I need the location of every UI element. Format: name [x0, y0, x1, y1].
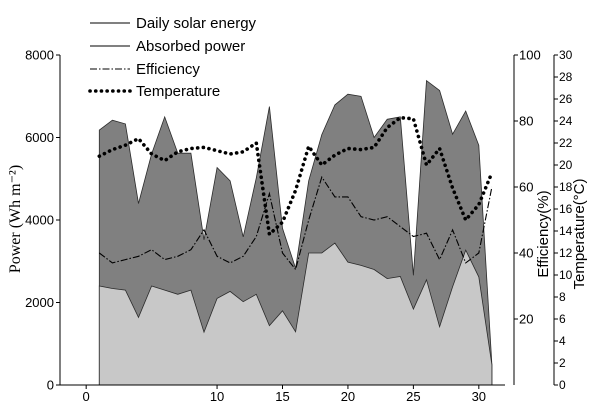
temperature-tick-label: 14	[559, 224, 573, 238]
x-tick-label: 30	[472, 389, 486, 403]
legend-label-absorbed-power: Absorbed power	[136, 38, 245, 55]
x-tick-label: 25	[406, 389, 420, 403]
line-series-group	[97, 115, 494, 271]
legend-label-temperature: Temperature	[136, 83, 220, 100]
efficiency-line	[98, 175, 493, 271]
y-axis-title-efficiency: Efficiency(%)	[535, 190, 552, 277]
absorbed-power-area	[98, 242, 493, 386]
temperature-tick-label: 2	[559, 356, 566, 370]
temperature-tick-label: 22	[559, 136, 573, 150]
temperature-tick-label: 8	[559, 290, 566, 304]
temperature-tick-label: 26	[559, 92, 573, 106]
efficiency-tick-label: 20	[519, 312, 533, 327]
temperature-tick-label: 4	[559, 334, 566, 348]
power-tick-label: 6000	[25, 130, 54, 145]
temperature-tick-label: 30	[559, 48, 573, 62]
efficiency-tick-label: 100	[519, 48, 541, 63]
legend: Daily solar energy Absorbed power Efficien…	[88, 15, 257, 100]
efficiency-tick-label: 80	[519, 114, 533, 129]
temperature-tick-label: 28	[559, 70, 573, 84]
x-tick-label: 10	[210, 389, 224, 403]
power-tick-label: 0	[47, 378, 54, 393]
temperature-tick-label: 16	[559, 202, 573, 216]
temperature-tick-label: 18	[559, 180, 573, 194]
temperature-line	[97, 115, 494, 238]
axes-group: 0 10 15 20 25 30 0 2000 4000 6000 8000 20 40 60 80 100 0…	[25, 48, 573, 403]
area-series-group	[98, 79, 493, 386]
y-axis-title-power: Power (Wh m⁻²)	[7, 165, 24, 273]
temperature-tick-label: 24	[559, 114, 573, 128]
efficiency-tick-label: 60	[519, 180, 533, 195]
x-tick-label: 15	[275, 389, 289, 403]
legend-label-daily-solar-energy: Daily solar energy	[136, 15, 257, 32]
x-tick-label: 20	[341, 389, 355, 403]
temperature-tick-label: 20	[559, 158, 573, 172]
temperature-tick-label: 0	[559, 378, 566, 392]
efficiency-tick-label: 40	[519, 246, 533, 261]
power-tick-label: 4000	[25, 213, 54, 228]
power-tick-label: 8000	[25, 48, 54, 63]
legend-label-efficiency: Efficiency	[136, 61, 200, 78]
x-tick-label: 0	[83, 389, 90, 403]
y-axis-title-temperature: Temperature(°C)	[571, 178, 588, 289]
temperature-tick-label: 6	[559, 312, 566, 326]
temperature-tick-label: 10	[559, 268, 573, 282]
power-tick-label: 2000	[25, 295, 54, 310]
temperature-tick-label: 12	[559, 246, 573, 260]
